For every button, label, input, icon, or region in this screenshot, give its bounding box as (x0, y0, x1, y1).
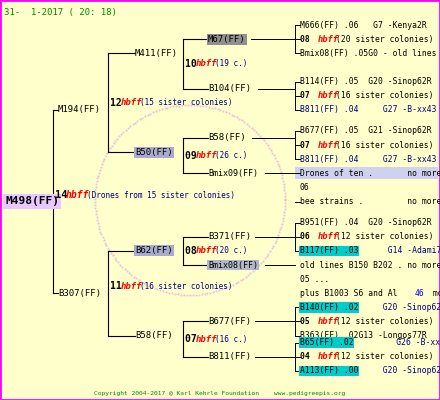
Text: hbff: hbff (318, 35, 339, 44)
Text: more: more (428, 289, 440, 298)
Text: B104(FF): B104(FF) (208, 84, 251, 93)
Text: 06: 06 (300, 183, 310, 192)
Text: B371(FF): B371(FF) (208, 232, 251, 241)
Text: hbff: hbff (196, 335, 217, 344)
Text: (16 c.): (16 c.) (215, 335, 247, 344)
Text: (20 sister colonies): (20 sister colonies) (336, 35, 433, 44)
Text: B811(FF) .04     G27 -B-xx43: B811(FF) .04 G27 -B-xx43 (300, 105, 436, 114)
Text: hbff: hbff (121, 282, 143, 291)
Text: M67(FF): M67(FF) (208, 35, 246, 44)
Text: hbff: hbff (66, 190, 89, 200)
Text: B117(FF) .03: B117(FF) .03 (300, 246, 359, 256)
Text: Bmix08(FF): Bmix08(FF) (208, 260, 258, 270)
Text: hbff: hbff (318, 352, 339, 361)
Text: (20 c.): (20 c.) (215, 246, 247, 256)
Text: Copyright 2004-2017 @ Karl Kehrle Foundation    www.pedigreepis.org: Copyright 2004-2017 @ Karl Kehrle Founda… (94, 391, 346, 396)
Text: plus B1003 S6 and Al: plus B1003 S6 and Al (300, 289, 397, 298)
Text: 12: 12 (110, 98, 128, 108)
Text: M498(FF): M498(FF) (5, 196, 59, 206)
Text: 08: 08 (300, 35, 315, 44)
Text: B811(FF): B811(FF) (208, 352, 251, 361)
Text: hbff: hbff (121, 98, 143, 107)
Text: (19 c.): (19 c.) (215, 59, 247, 68)
Text: A113(FF) .00: A113(FF) .00 (300, 366, 359, 375)
Text: old lines B150 B202 . no more: old lines B150 B202 . no more (300, 260, 440, 270)
Text: hbff: hbff (196, 151, 217, 160)
Text: 11: 11 (110, 281, 128, 291)
Text: B677(FF) .05  G21 -Sinop62R: B677(FF) .05 G21 -Sinop62R (300, 126, 432, 136)
Text: hbff: hbff (196, 59, 217, 68)
Text: B62(FF): B62(FF) (135, 246, 172, 256)
Text: 05: 05 (300, 317, 315, 326)
Text: M194(FF): M194(FF) (58, 105, 101, 114)
Text: 04: 04 (300, 352, 315, 361)
Text: Bmix08(FF) .05G0 - old lines B: Bmix08(FF) .05G0 - old lines B (300, 49, 440, 58)
Text: B307(FF): B307(FF) (58, 289, 101, 298)
Text: (15 sister colonies): (15 sister colonies) (140, 98, 232, 107)
Text: B50(FF): B50(FF) (135, 148, 172, 156)
Text: bee strains .         no more: bee strains . no more (300, 197, 440, 206)
Text: B951(FF) .04  G20 -Sinop62R: B951(FF) .04 G20 -Sinop62R (300, 218, 432, 227)
Text: (12 sister colonies): (12 sister colonies) (336, 352, 433, 361)
Text: G14 -Adami75R: G14 -Adami75R (378, 246, 440, 256)
Text: Bmix09(FF): Bmix09(FF) (208, 169, 258, 178)
Text: G20 -Sinop62R: G20 -Sinop62R (373, 303, 440, 312)
Text: M666(FF) .06   G7 -Kenya2R: M666(FF) .06 G7 -Kenya2R (300, 20, 427, 30)
Text: B677(FF): B677(FF) (208, 317, 251, 326)
Text: B140(FF) .02: B140(FF) .02 (300, 303, 359, 312)
Text: G20 -Sinop62R: G20 -Sinop62R (373, 366, 440, 375)
Text: Drones of ten .       no more: Drones of ten . no more (300, 169, 440, 178)
Text: 07: 07 (185, 334, 203, 344)
Text: hbff: hbff (318, 317, 339, 326)
Text: (16 sister colonies): (16 sister colonies) (140, 282, 232, 291)
Text: (16 sister colonies): (16 sister colonies) (336, 140, 433, 150)
Text: (Drones from 15 sister colonies): (Drones from 15 sister colonies) (87, 191, 235, 200)
Text: 09: 09 (185, 151, 203, 161)
Text: B811(FF) .04     G27 -B-xx43: B811(FF) .04 G27 -B-xx43 (300, 155, 436, 164)
Text: 10: 10 (185, 59, 203, 69)
Text: 07: 07 (300, 140, 315, 150)
Text: hbff: hbff (196, 246, 217, 256)
Text: (16 sister colonies): (16 sister colonies) (336, 91, 433, 100)
Text: hbff: hbff (318, 232, 339, 241)
Text: (26 c.): (26 c.) (215, 151, 247, 160)
Text: 07: 07 (300, 91, 315, 100)
Text: 14: 14 (55, 190, 74, 200)
Text: hbff: hbff (318, 140, 339, 150)
Bar (295, 167, 438, 179)
Text: B65(FF) .02: B65(FF) .02 (300, 338, 354, 347)
Text: hbff: hbff (318, 91, 339, 100)
Text: M411(FF): M411(FF) (135, 49, 178, 58)
Text: 46: 46 (415, 289, 425, 298)
Text: 08: 08 (185, 246, 203, 256)
Text: (12 sister colonies): (12 sister colonies) (336, 317, 433, 326)
Text: 05 ...: 05 ... (300, 275, 329, 284)
Text: 31-  1-2017 ( 20: 18): 31- 1-2017 ( 20: 18) (4, 8, 117, 17)
Text: B363(FF) .02G13 -Longos77R: B363(FF) .02G13 -Longos77R (300, 331, 427, 340)
Text: B58(FF): B58(FF) (135, 331, 172, 340)
Text: B114(FF) .05  G20 -Sinop62R: B114(FF) .05 G20 -Sinop62R (300, 77, 432, 86)
Text: G26 -B-xx43: G26 -B-xx43 (367, 338, 440, 347)
Text: (12 sister colonies): (12 sister colonies) (336, 232, 433, 241)
Text: 06: 06 (300, 232, 315, 241)
Text: B58(FF): B58(FF) (208, 134, 246, 142)
